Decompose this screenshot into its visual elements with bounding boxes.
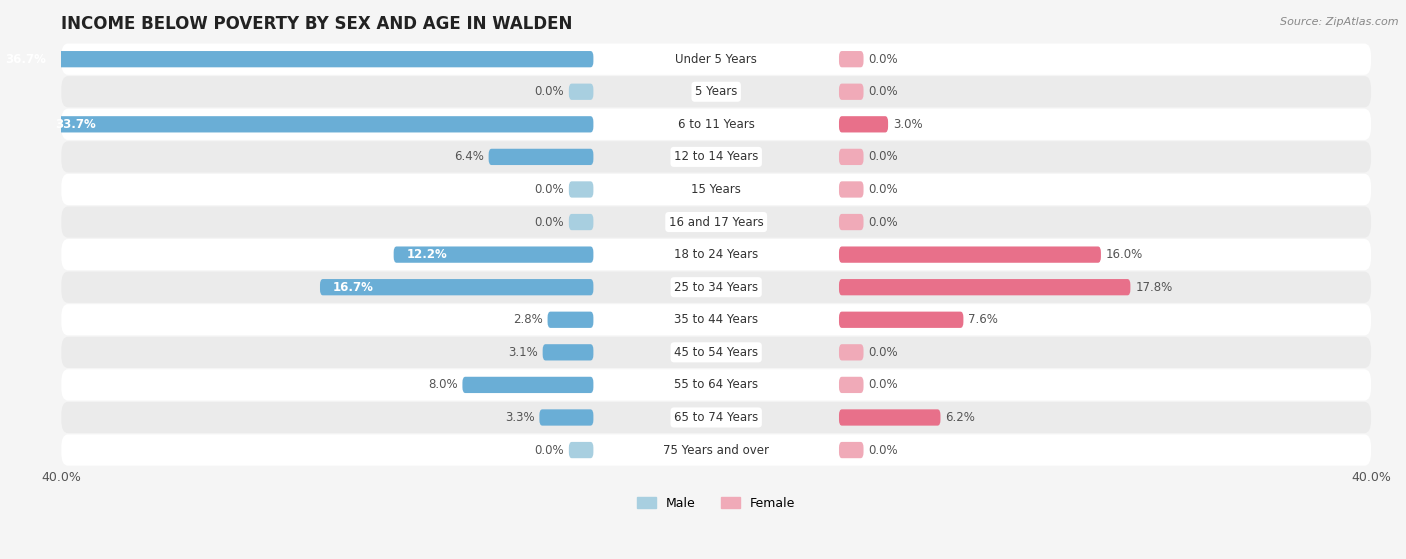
Text: 8.0%: 8.0% xyxy=(427,378,457,391)
FancyBboxPatch shape xyxy=(839,51,863,67)
FancyBboxPatch shape xyxy=(62,206,1371,238)
Text: 25 to 34 Years: 25 to 34 Years xyxy=(673,281,758,293)
FancyBboxPatch shape xyxy=(62,76,1371,107)
Text: 18 to 24 Years: 18 to 24 Years xyxy=(673,248,758,261)
Text: 35 to 44 Years: 35 to 44 Years xyxy=(673,313,758,326)
Text: 45 to 54 Years: 45 to 54 Years xyxy=(673,346,758,359)
Text: 3.3%: 3.3% xyxy=(505,411,534,424)
Text: 6.4%: 6.4% xyxy=(454,150,484,163)
Text: 65 to 74 Years: 65 to 74 Years xyxy=(673,411,758,424)
FancyBboxPatch shape xyxy=(839,377,863,393)
FancyBboxPatch shape xyxy=(62,402,1371,433)
Text: 16.7%: 16.7% xyxy=(333,281,374,293)
FancyBboxPatch shape xyxy=(839,442,863,458)
Text: 0.0%: 0.0% xyxy=(869,86,898,98)
FancyBboxPatch shape xyxy=(839,344,863,361)
Text: 2.8%: 2.8% xyxy=(513,313,543,326)
Text: 0.0%: 0.0% xyxy=(869,183,898,196)
FancyBboxPatch shape xyxy=(839,181,863,198)
Text: 75 Years and over: 75 Years and over xyxy=(664,443,769,457)
Text: 5 Years: 5 Years xyxy=(695,86,737,98)
FancyBboxPatch shape xyxy=(62,174,1371,205)
FancyBboxPatch shape xyxy=(839,214,863,230)
Text: 6 to 11 Years: 6 to 11 Years xyxy=(678,118,755,131)
Text: 0.0%: 0.0% xyxy=(534,86,564,98)
Text: 0.0%: 0.0% xyxy=(869,150,898,163)
Text: Source: ZipAtlas.com: Source: ZipAtlas.com xyxy=(1281,17,1399,27)
Text: 17.8%: 17.8% xyxy=(1135,281,1173,293)
FancyBboxPatch shape xyxy=(839,84,863,100)
FancyBboxPatch shape xyxy=(62,141,1371,173)
Text: INCOME BELOW POVERTY BY SEX AND AGE IN WALDEN: INCOME BELOW POVERTY BY SEX AND AGE IN W… xyxy=(62,15,572,33)
FancyBboxPatch shape xyxy=(62,304,1371,335)
FancyBboxPatch shape xyxy=(839,311,963,328)
Text: 7.6%: 7.6% xyxy=(969,313,998,326)
FancyBboxPatch shape xyxy=(839,149,863,165)
Text: 12 to 14 Years: 12 to 14 Years xyxy=(673,150,758,163)
Text: 0.0%: 0.0% xyxy=(534,443,564,457)
FancyBboxPatch shape xyxy=(62,108,1371,140)
Text: 15 Years: 15 Years xyxy=(692,183,741,196)
FancyBboxPatch shape xyxy=(321,279,593,295)
Legend: Male, Female: Male, Female xyxy=(633,492,800,515)
FancyBboxPatch shape xyxy=(543,344,593,361)
Text: 3.0%: 3.0% xyxy=(893,118,922,131)
Text: 12.2%: 12.2% xyxy=(406,248,447,261)
Text: 33.7%: 33.7% xyxy=(55,118,96,131)
Text: 16.0%: 16.0% xyxy=(1107,248,1143,261)
FancyBboxPatch shape xyxy=(569,214,593,230)
Text: 36.7%: 36.7% xyxy=(6,53,46,65)
Text: 0.0%: 0.0% xyxy=(534,183,564,196)
FancyBboxPatch shape xyxy=(569,442,593,458)
FancyBboxPatch shape xyxy=(540,409,593,425)
Text: 0.0%: 0.0% xyxy=(869,443,898,457)
Text: 0.0%: 0.0% xyxy=(869,378,898,391)
FancyBboxPatch shape xyxy=(547,311,593,328)
FancyBboxPatch shape xyxy=(489,149,593,165)
FancyBboxPatch shape xyxy=(42,116,593,132)
FancyBboxPatch shape xyxy=(394,247,593,263)
FancyBboxPatch shape xyxy=(62,44,1371,75)
Text: Under 5 Years: Under 5 Years xyxy=(675,53,756,65)
FancyBboxPatch shape xyxy=(62,239,1371,270)
FancyBboxPatch shape xyxy=(569,84,593,100)
FancyBboxPatch shape xyxy=(0,51,593,67)
Text: 16 and 17 Years: 16 and 17 Years xyxy=(669,216,763,229)
Text: 0.0%: 0.0% xyxy=(869,216,898,229)
Text: 3.1%: 3.1% xyxy=(508,346,537,359)
FancyBboxPatch shape xyxy=(839,409,941,425)
Text: 0.0%: 0.0% xyxy=(869,346,898,359)
FancyBboxPatch shape xyxy=(62,434,1371,466)
Text: 55 to 64 Years: 55 to 64 Years xyxy=(673,378,758,391)
FancyBboxPatch shape xyxy=(463,377,593,393)
Text: 6.2%: 6.2% xyxy=(945,411,976,424)
FancyBboxPatch shape xyxy=(62,272,1371,303)
Text: 0.0%: 0.0% xyxy=(534,216,564,229)
Text: 0.0%: 0.0% xyxy=(869,53,898,65)
FancyBboxPatch shape xyxy=(839,116,889,132)
FancyBboxPatch shape xyxy=(569,181,593,198)
FancyBboxPatch shape xyxy=(62,369,1371,401)
FancyBboxPatch shape xyxy=(839,247,1101,263)
FancyBboxPatch shape xyxy=(62,337,1371,368)
FancyBboxPatch shape xyxy=(839,279,1130,295)
